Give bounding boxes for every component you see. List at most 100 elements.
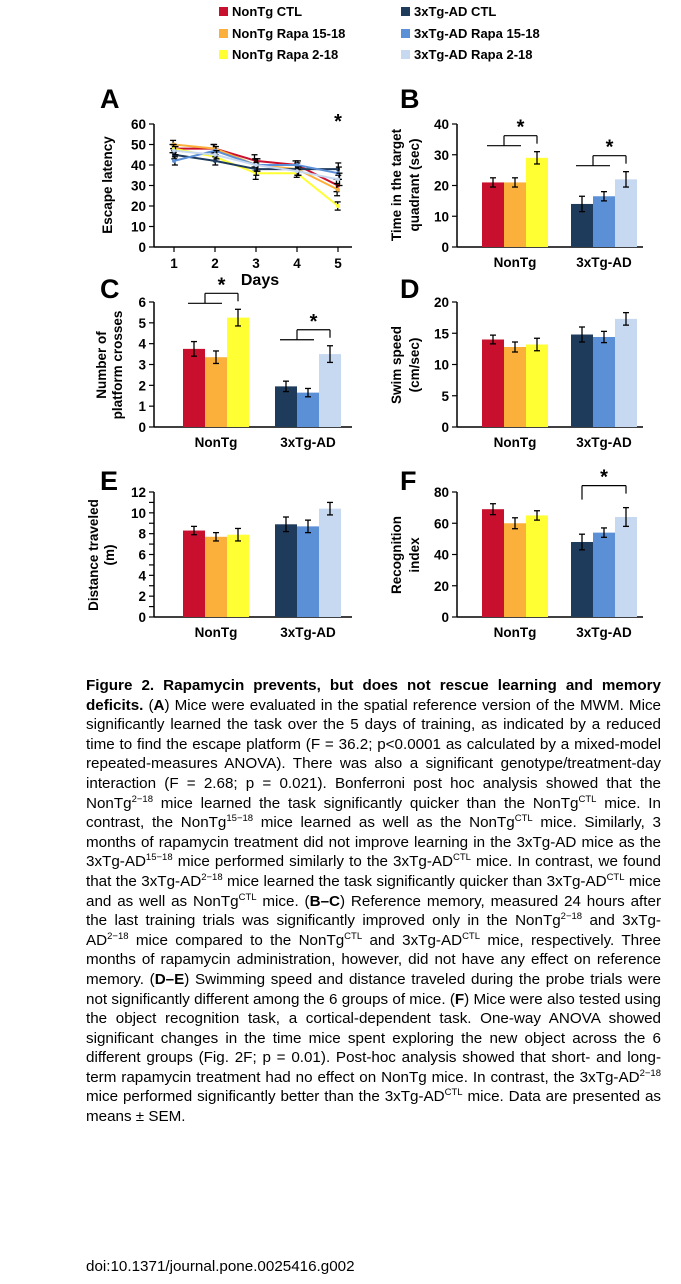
panel-letter: A — [100, 84, 120, 114]
category-label: NonTg — [195, 435, 238, 450]
x-tick-label: 4 — [293, 256, 301, 271]
y-tick-label: 60 — [434, 516, 449, 531]
y-tick-label: 15 — [434, 326, 450, 341]
category-label: NonTg — [494, 435, 537, 450]
y-tick-label: 3 — [138, 358, 146, 373]
y-tick-label: 0 — [138, 240, 146, 255]
bar — [615, 517, 637, 617]
x-axis-label: Days — [241, 272, 279, 289]
bar — [593, 532, 615, 617]
y-tick-label: 0 — [138, 610, 146, 625]
y-tick-label: 10 — [434, 209, 449, 224]
legend-label: 3xTg-AD Rapa 2-18 — [414, 46, 533, 62]
y-axis-label: (cm/sec) — [407, 338, 422, 393]
y-tick-label: 2 — [138, 378, 146, 393]
y-axis-label: Escape latency — [100, 136, 115, 234]
legend-item: NonTg CTL — [219, 2, 302, 20]
x-tick-label: 3 — [252, 256, 260, 271]
y-tick-label: 12 — [131, 485, 146, 500]
legend-item: NonTg Rapa 15-18 — [219, 24, 345, 42]
bar — [504, 523, 526, 617]
category-label: 3xTg-AD — [280, 435, 336, 450]
legend-label: NonTg Rapa 15-18 — [232, 25, 346, 41]
bar — [319, 508, 341, 617]
y-tick-label: 4 — [138, 568, 146, 583]
category-label: 3xTg-AD — [576, 435, 632, 450]
y-axis-label: Number of — [94, 331, 109, 399]
x-tick-label: 2 — [211, 256, 219, 271]
y-tick-label: 10 — [434, 358, 449, 373]
significance-star: * — [218, 274, 226, 296]
data-point — [336, 204, 340, 208]
y-tick-label: 40 — [434, 548, 449, 563]
bar — [297, 392, 319, 427]
y-tick-label: 6 — [138, 548, 146, 563]
bar — [319, 354, 341, 427]
y-tick-label: 60 — [131, 117, 146, 132]
y-tick-label: 80 — [434, 485, 449, 500]
y-tick-label: 20 — [434, 179, 449, 194]
y-axis-label: (m) — [102, 545, 117, 566]
doi-link[interactable]: doi:10.1371/journal.pone.0025416.g002 — [86, 1258, 355, 1275]
category-label: 3xTg-AD — [576, 625, 632, 640]
x-tick-label: 5 — [334, 256, 342, 271]
bar — [482, 182, 504, 247]
legend-label: 3xTg-AD Rapa 15-18 — [414, 25, 540, 41]
data-point — [336, 187, 340, 192]
legend-label: NonTg CTL — [232, 3, 303, 19]
y-tick-label: 6 — [138, 295, 146, 310]
bar — [205, 357, 227, 427]
y-axis-label: index — [407, 537, 422, 573]
bar — [526, 344, 548, 427]
y-axis-label: Time in the target — [389, 128, 404, 241]
panel-c-bar-chart: C 0 1 2 3 4 5 6 Number of platform crosses NonTg 3x… — [94, 274, 352, 450]
legend-swatch — [401, 28, 410, 38]
y-axis-label: Distance traveled — [86, 499, 101, 611]
y-tick-label: 1 — [138, 399, 146, 414]
bar — [593, 337, 615, 427]
legend-item: 3xTg-AD Rapa 2-18 — [401, 45, 532, 63]
bar — [482, 509, 504, 617]
bar — [482, 339, 504, 427]
y-axis-label: Recognition — [389, 516, 404, 594]
y-tick-label: 20 — [434, 295, 449, 310]
bar — [593, 196, 615, 247]
y-tick-label: 50 — [131, 138, 146, 153]
legend-item: NonTg Rapa 2-18 — [219, 45, 338, 63]
bar — [615, 179, 637, 247]
legend-swatch — [401, 49, 410, 59]
bar — [615, 318, 637, 427]
bar — [504, 347, 526, 427]
panel-e-bar-chart: E 0 2 4 6 8 10 12 Distance traveled (m) NonTg 3xTg-… — [86, 466, 352, 640]
y-tick-label: 4 — [138, 337, 146, 352]
caption-body: (A) Mice were evaluated in the spatial r… — [86, 696, 662, 1126]
significance-star: * — [600, 467, 608, 489]
y-tick-label: 0 — [441, 610, 449, 625]
caption-title: Figure 2. Rapamycin prevents, but does n… — [86, 677, 661, 714]
data-point — [295, 169, 299, 174]
y-tick-label: 0 — [138, 420, 146, 435]
bar — [504, 182, 526, 247]
category-label: NonTg — [494, 625, 537, 640]
category-label: 3xTg-AD — [576, 255, 632, 270]
panel-b-bar-chart: B 0 10 20 30 40 Time in the target quadrant (se… — [389, 84, 643, 270]
bar — [526, 157, 548, 247]
y-tick-label: 40 — [131, 158, 146, 173]
y-axis-label: quadrant (sec) — [407, 138, 422, 231]
y-tick-label: 20 — [131, 199, 146, 214]
panel-a-line-chart: A 0 10 20 30 40 50 60 Escape latency 1 2 3 4 5 Days * — [100, 84, 352, 289]
y-tick-label: 30 — [434, 148, 449, 163]
data-point — [295, 163, 299, 167]
y-tick-label: 8 — [138, 527, 146, 542]
legend-item: 3xTg-AD CTL — [401, 2, 496, 20]
legend-label: NonTg Rapa 2-18 — [232, 46, 339, 62]
y-tick-label: 10 — [131, 220, 146, 235]
significance-star: * — [310, 311, 318, 333]
legend-label: 3xTg-AD CTL — [414, 3, 497, 19]
legend-swatch — [219, 49, 228, 59]
bar — [571, 203, 593, 247]
y-tick-label: 0 — [441, 240, 449, 255]
panel-letter: C — [100, 274, 120, 304]
panel-d-bar-chart: D 0 5 10 15 20 Swim speed (cm/sec) NonTg 3xTg-AD — [389, 274, 643, 450]
data-point — [336, 177, 340, 182]
